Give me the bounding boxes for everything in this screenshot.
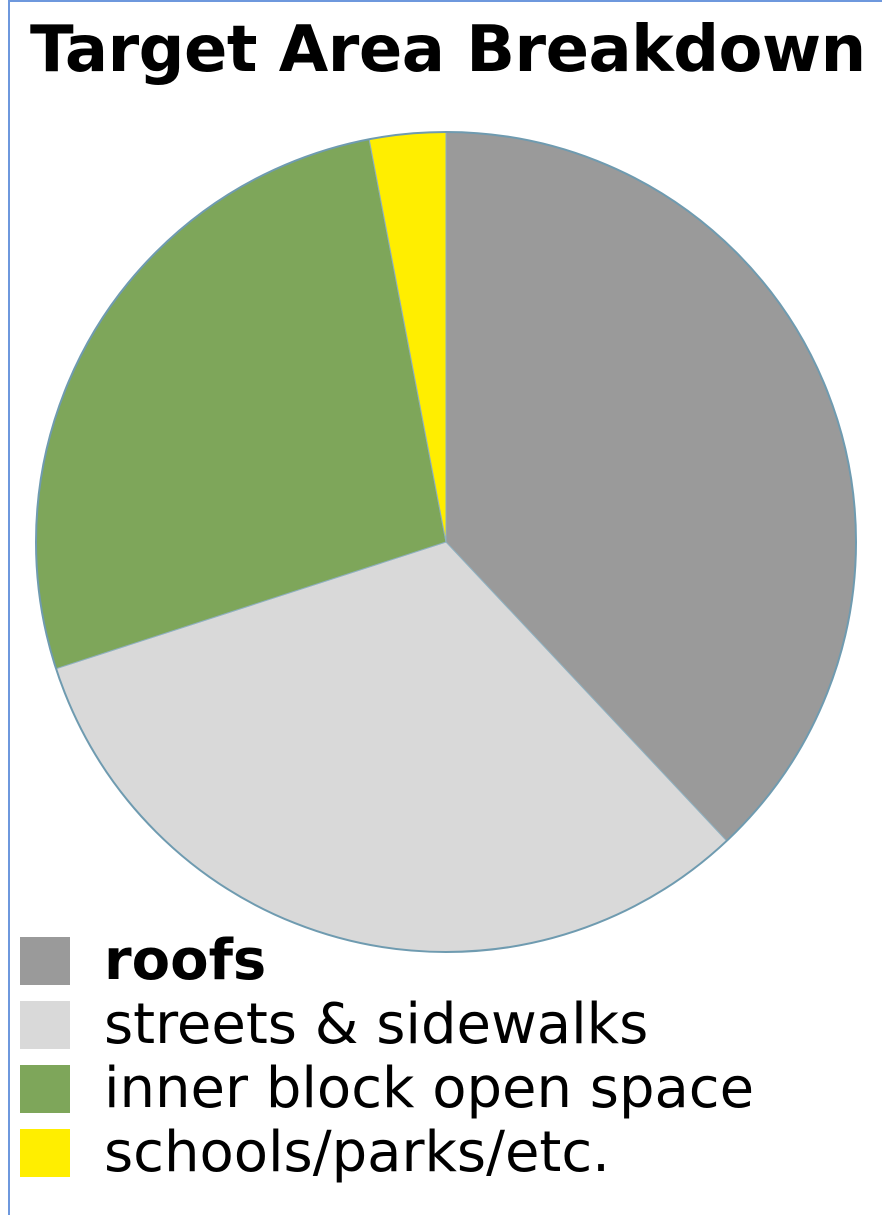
pie-slices: [35, 131, 857, 953]
legend-swatch-schools-parks-etc: [20, 1129, 70, 1177]
chart-frame: Target Area Breakdown roofs streets & si…: [8, 0, 882, 1215]
legend-swatch-inner-block-open-space: [20, 1065, 70, 1113]
legend-item-inner-block-open-space: inner block open space: [20, 1058, 754, 1120]
legend-label-roofs: roofs: [104, 928, 267, 993]
chart-title: Target Area Breakdown: [30, 13, 866, 87]
legend-item-streets-sidewalks: streets & sidewalks: [20, 994, 648, 1056]
legend-swatch-streets-sidewalks: [20, 1001, 70, 1049]
legend-label-inner-block-open-space: inner block open space: [104, 1056, 755, 1121]
legend-swatch-roofs: [20, 937, 70, 985]
legend-item-schools-parks-etc: schools/parks/etc.: [20, 1122, 610, 1184]
pie-chart: [35, 131, 857, 953]
pie-outline: [35, 131, 857, 953]
legend-label-streets-sidewalks: streets & sidewalks: [104, 992, 649, 1057]
legend-label-schools-parks-etc: schools/parks/etc.: [104, 1120, 610, 1185]
legend-item-roofs: roofs: [20, 930, 266, 992]
